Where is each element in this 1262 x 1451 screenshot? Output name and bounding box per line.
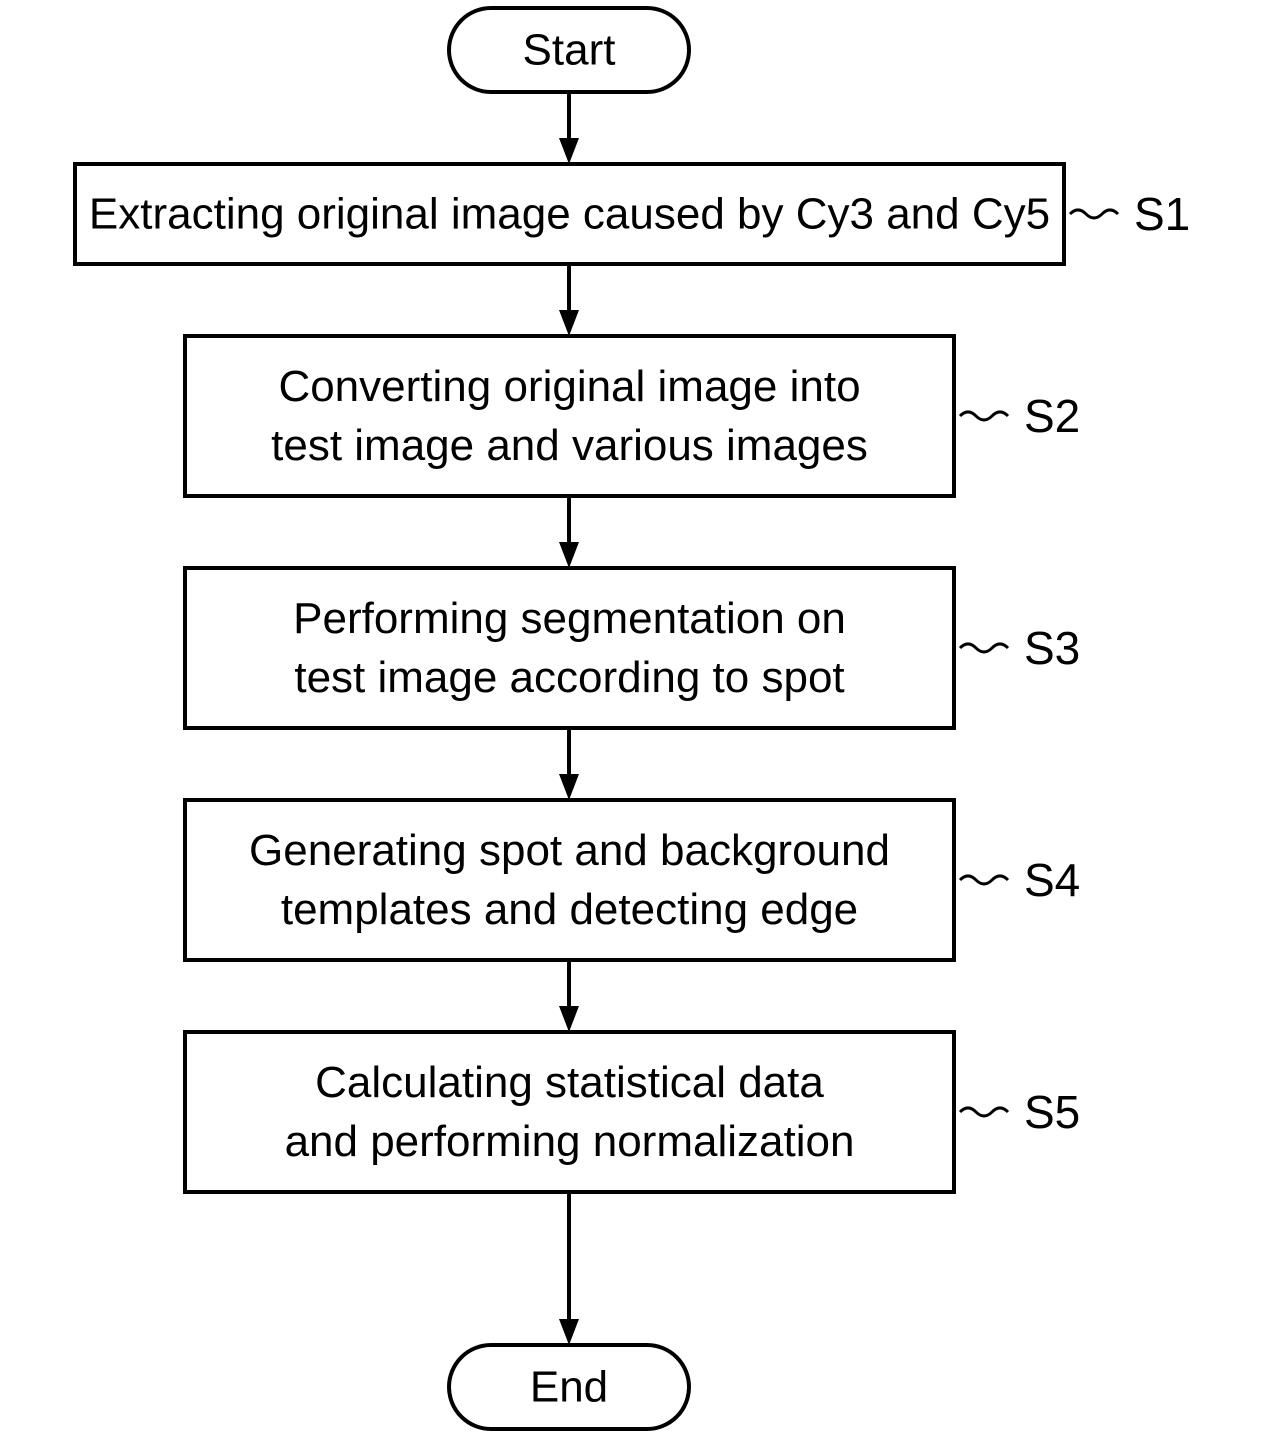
step-s2-line-1: test image and various images: [271, 421, 868, 470]
step-s2-line-0: Converting original image into: [278, 362, 860, 411]
step-s4: Generating spot and background templates …: [185, 800, 1080, 960]
step-s5-connector: [960, 1108, 1008, 1116]
step-s1: Extracting original image caused by Cy3 …: [75, 164, 1190, 264]
arrow-s5-end-head: [559, 1319, 579, 1345]
step-s3-connector: [960, 644, 1008, 652]
step-s1-connector: [1070, 210, 1118, 218]
step-s5-line-0: Calculating statistical data: [315, 1058, 824, 1107]
step-s4-connector: [960, 876, 1008, 884]
arrow-start-s1-head: [559, 138, 579, 164]
step-s4-line-1: templates and detecting edge: [281, 885, 858, 934]
step-s3-line-0: Performing segmentation on: [293, 594, 846, 643]
step-s1-line-0: Extracting original image caused by Cy3 …: [89, 190, 1050, 239]
end-terminal: End: [449, 1345, 689, 1429]
step-s3-line-1: test image according to spot: [294, 653, 844, 702]
step-s5: Calculating statistical data and performi…: [185, 1032, 1080, 1192]
arrow-s4-s5-head: [559, 1006, 579, 1032]
step-label-s3: S3: [1024, 622, 1080, 674]
end-terminal-label: End: [530, 1363, 608, 1412]
step-label-s2: S2: [1024, 390, 1080, 442]
step-s5-line-1: and performing normalization: [285, 1117, 855, 1166]
start-terminal: Start: [449, 8, 689, 92]
step-label-s5: S5: [1024, 1086, 1080, 1138]
step-label-s4: S4: [1024, 854, 1080, 906]
arrow-s3-s4-head: [559, 774, 579, 800]
step-s3: Performing segmentation on test image acc…: [185, 568, 1080, 728]
start-terminal-label: Start: [523, 26, 616, 75]
flowchart-canvas: Start Extracting original image caused by…: [0, 0, 1262, 1451]
step-s2-connector: [960, 412, 1008, 420]
step-s4-line-0: Generating spot and background: [249, 826, 890, 875]
step-s2: Converting original image into test image…: [185, 336, 1080, 496]
step-label-s1: S1: [1134, 188, 1190, 240]
arrow-s2-s3-head: [559, 542, 579, 568]
arrow-s1-s2-head: [559, 310, 579, 336]
